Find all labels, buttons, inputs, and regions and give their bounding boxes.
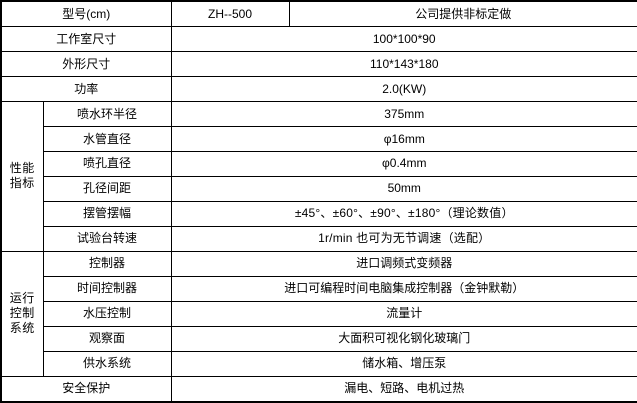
param-label-safety-protection: 安全保护 [0,375,172,403]
value-water-supply-system: 储水箱、增压泵 [170,350,637,377]
value-swing-amplitude: ±45°、±60°、±90°、±180°（理论数值） [170,200,637,227]
param-label-hole-spacing: 孔径间距 [42,175,172,202]
group-label-control-line2: 控制 [9,306,35,321]
value-spray-ring-radius: 375mm [170,101,637,128]
table-row-chamber-size: 工作室尺寸 100*100*90 [0,26,637,53]
value-overall-size: 110*143*180 [170,51,637,78]
param-label-controller: 控制器 [42,250,172,277]
value-custom-note: 公司提供非标定做 [288,0,637,28]
table-row-hole-spacing: 孔径间距 50mm [1,175,637,202]
value-turntable-speed: 1r/min 也可为无节调速（选配） [170,225,637,252]
param-label-chamber-size: 工作室尺寸 [0,26,172,53]
value-model-number: ZH--500 [170,0,290,28]
group-label-control-line1: 运行 [9,291,35,306]
table-row-overall-size: 外形尺寸 110*143*180 [0,51,637,78]
value-power: 2.0(KW) [170,76,637,103]
param-label-pipe-diameter: 水管直径 [42,126,172,152]
group-label-control-line3: 系统 [9,321,35,336]
value-safety-protection: 漏电、短路、电机过热 [170,375,637,403]
table-row-turntable-speed: 试验台转速 1r/min 也可为无节调速（选配） [1,225,637,252]
table-row-model: 型号(cm) ZH--500 公司提供非标定做 [0,0,637,28]
param-label-model: 型号(cm) [0,0,172,28]
table-row-water-supply-system: 供水系统 储水箱、增压泵 [1,350,637,377]
param-label-swing-amplitude: 摆管摆幅 [42,200,172,227]
param-label-observation-surface: 观察面 [42,325,172,352]
table-row-nozzle-diameter: 喷孔直径 φ0.4mm [1,151,637,177]
param-label-water-supply-system: 供水系统 [42,350,172,377]
param-label-overall-size: 外形尺寸 [0,51,172,78]
table-row-swing-amplitude: 摆管摆幅 ±45°、±60°、±90°、±180°（理论数值） [1,200,637,227]
table-row-water-pressure-control: 水压控制 流量计 [1,300,637,327]
value-hole-spacing: 50mm [170,175,637,202]
value-nozzle-diameter: φ0.4mm [170,151,637,177]
table-row-pipe-diameter: 水管直径 φ16mm [1,126,637,152]
value-chamber-size: 100*100*90 [170,26,637,53]
table-row-observation-surface: 观察面 大面积可视化钢化玻璃门 [1,325,637,352]
value-water-pressure-control: 流量计 [170,300,637,327]
group-label-performance-line1: 性能 [9,161,35,176]
group-label-performance-line2: 指标 [9,176,35,191]
group-label-control-system: 运行 控制 系统 [0,250,44,377]
value-observation-surface: 大面积可视化钢化玻璃门 [170,325,637,352]
table-row-safety-protection: 安全保护 漏电、短路、电机过热 [0,375,637,403]
group-label-performance: 性能 指标 [0,101,44,252]
param-label-time-controller: 时间控制器 [42,275,172,302]
value-pipe-diameter: φ16mm [170,126,637,152]
param-label-water-pressure-control: 水压控制 [42,300,172,327]
param-label-turntable-speed: 试验台转速 [42,225,172,252]
param-label-power: 功率 [0,76,172,103]
table-row-controller: 运行 控制 系统 控制器 进口调频式变频器 [0,250,637,377]
value-time-controller: 进口可编程时间电脑集成控制器（金钟默勒） [170,275,637,302]
param-label-nozzle-diameter: 喷孔直径 [42,151,172,177]
table-row-time-controller: 时间控制器 进口可编程时间电脑集成控制器（金钟默勒） [1,275,637,302]
table-row-spray-ring-radius: 性能 指标 喷水环半径 375mm [0,101,637,252]
table-row-power: 功率 2.0(KW) [0,76,637,103]
value-controller: 进口调频式变频器 [170,250,637,277]
param-label-spray-ring-radius: 喷水环半径 [42,101,172,128]
